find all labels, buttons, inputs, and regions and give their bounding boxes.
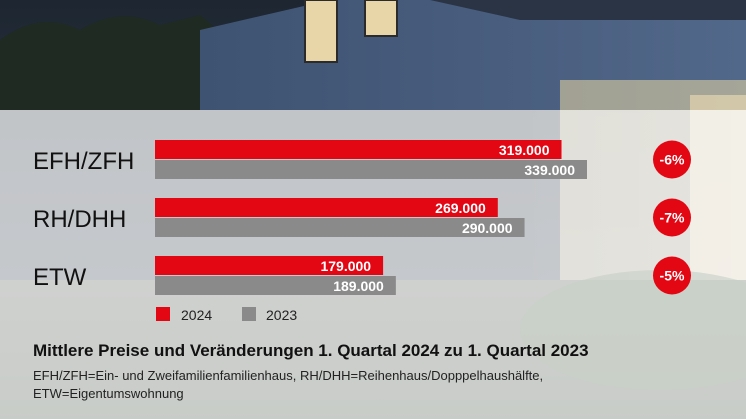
category-labels: EFH/ZFH RH/DHH ETW — [33, 148, 134, 291]
change-badge-label: -6% — [660, 152, 685, 168]
footnote: EFH/ZFH=Ein- und Zweifamilienfamilienhau… — [33, 367, 733, 403]
change-badge-label: -5% — [660, 268, 685, 284]
chart-title: Mittlere Preise und Veränderungen 1. Qua… — [33, 341, 589, 360]
overlay-fade — [520, 110, 746, 280]
change-badge — [653, 256, 691, 295]
legend-swatch-2024 — [156, 307, 170, 321]
legend: 2024 2023 — [156, 307, 297, 323]
legend-swatch-2023 — [242, 307, 256, 321]
bar-2024 — [155, 256, 384, 275]
bar-2024 — [155, 198, 498, 217]
legend-label-2024: 2024 — [181, 307, 212, 323]
bar-2024 — [155, 140, 562, 159]
legend-label-2023: 2023 — [266, 307, 297, 323]
bar-2023 — [155, 218, 525, 237]
bars: 319.000 339.000 269.000 290.000 179.000 189.0… — [155, 140, 587, 295]
category-label: RH/DHH — [33, 206, 126, 233]
change-badge — [653, 198, 691, 237]
bar-value-label: 319.000 — [499, 142, 550, 158]
footnote-line-1: EFH/ZFH=Ein- und Zweifamilienfamilienhau… — [33, 368, 544, 383]
bar-value-label: 290.000 — [462, 220, 513, 236]
change-badges: -6% -7% -5% — [653, 140, 691, 295]
bar-value-label: 339.000 — [524, 162, 575, 178]
footnote-line-2: ETW=Eigentumswohnung — [33, 386, 184, 401]
bar-2023 — [155, 160, 587, 179]
change-badge — [653, 140, 691, 179]
category-label: ETW — [33, 264, 87, 291]
change-badge-label: -7% — [660, 210, 685, 226]
bar-value-label: 189.000 — [333, 278, 384, 294]
bar-value-label: 269.000 — [435, 200, 486, 216]
bar-value-label: 179.000 — [320, 258, 371, 274]
bar-chart: EFH/ZFH RH/DHH ETW 319.000 339.000 269.000 29… — [33, 140, 691, 323]
category-label: EFH/ZFH — [33, 148, 134, 175]
bar-2023 — [155, 276, 396, 295]
